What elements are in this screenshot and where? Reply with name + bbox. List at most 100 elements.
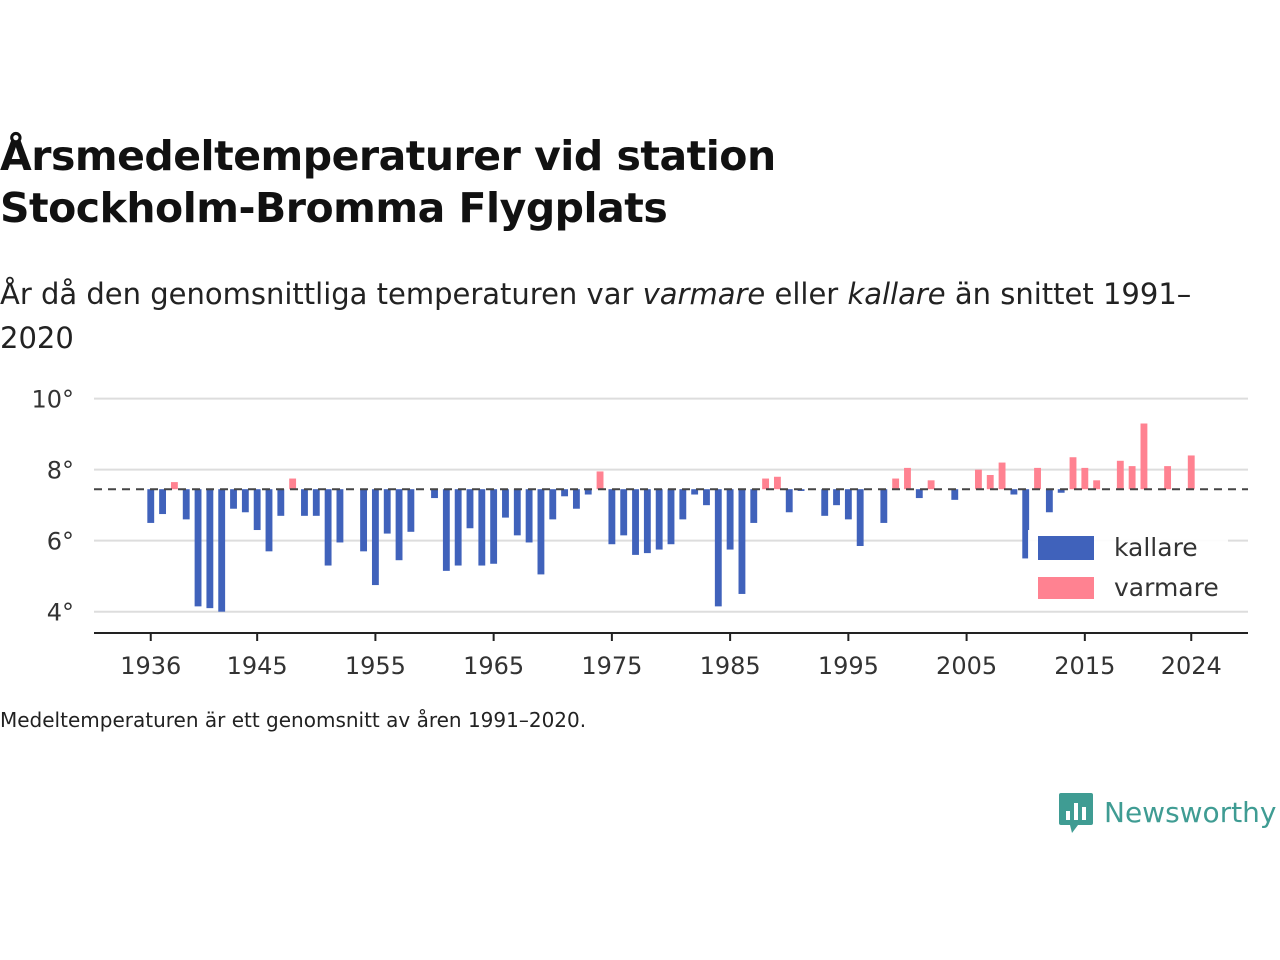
subtitle-text-middle: eller <box>765 277 848 311</box>
bar-kallare <box>655 489 663 550</box>
legend-swatch-varmare <box>1038 577 1094 599</box>
bar-varmare <box>1116 460 1124 490</box>
bar-kallare <box>466 489 474 529</box>
footnote: Medeltemperaturen är ett genomsnitt av å… <box>0 708 587 732</box>
bar-kallare <box>785 489 793 513</box>
bar-kallare <box>395 489 403 561</box>
bar-kallare <box>253 489 261 531</box>
bar-varmare <box>1093 480 1101 490</box>
bar-varmare <box>904 467 911 490</box>
y-tick-label: 10° <box>31 386 74 414</box>
legend: kallare varmare <box>1028 530 1228 610</box>
bar-kallare <box>336 489 344 543</box>
subtitle-text-end: än snittet 1991–2020 <box>0 277 1192 355</box>
bar-kallare <box>147 489 155 523</box>
bar-kallare <box>714 489 722 607</box>
bar-kallare <box>951 489 959 500</box>
axes: 4° 6° 8° 10° 1936 1945 1955 1965 1975 1985 1995 200… <box>31 386 1248 680</box>
bar-kallare <box>703 489 710 506</box>
bar-varmare <box>1140 423 1148 490</box>
bar-kallare <box>632 489 639 555</box>
bar-varmare <box>986 474 994 490</box>
bar-kallare <box>1010 489 1018 495</box>
newsworthy-logo-text: Newsworthy <box>1104 795 1277 829</box>
bar-varmare <box>1081 467 1089 490</box>
x-tick-label: 2024 <box>1161 652 1222 680</box>
bar-varmare <box>170 482 178 490</box>
newsworthy-logo[interactable]: Newsworthy <box>1058 788 1277 836</box>
bar-varmare <box>892 478 900 490</box>
bar-kallare <box>265 489 273 552</box>
bar-varmare <box>1069 457 1077 490</box>
bar-kallare <box>230 489 237 509</box>
bar-kallare <box>1057 489 1065 493</box>
subtitle-text-start: År då den genomsnittliga temperaturen va… <box>0 277 643 311</box>
bar-kallare <box>561 489 569 497</box>
bar-kallare <box>301 489 308 516</box>
x-tick-label: 1975 <box>581 652 642 680</box>
bar-varmare <box>773 476 781 490</box>
bar-kallare <box>679 489 687 520</box>
bar-kallare <box>206 489 214 609</box>
bar-kallare <box>478 489 486 566</box>
x-tick-label: 1995 <box>818 652 879 680</box>
bar-kallare <box>360 489 368 552</box>
subtitle-cold-word: kallare <box>847 277 946 311</box>
bar-kallare <box>880 489 888 523</box>
y-tick-label: 8° <box>47 457 74 485</box>
bar-kallare <box>738 489 746 594</box>
bar-kallare <box>1045 489 1053 513</box>
bar-kallare <box>218 489 226 612</box>
bar-kallare <box>750 489 758 523</box>
bar-kallare <box>608 489 616 545</box>
temperature-bar-chart: 4° 6° 8° 10° 1936 1945 1955 1965 1975 1985 1995 200… <box>31 386 1248 680</box>
bar-kallare <box>572 489 580 509</box>
bar-kallare <box>194 489 202 607</box>
bar-kallare <box>667 489 675 545</box>
x-tick-label: 1936 <box>120 652 181 680</box>
newsworthy-logo-icon <box>1059 793 1093 833</box>
bar-kallare <box>620 489 628 536</box>
bar-varmare <box>1164 466 1172 490</box>
bar-kallare <box>241 489 249 513</box>
bar-kallare <box>513 489 521 536</box>
bar-kallare <box>844 489 852 520</box>
bar-kallare <box>691 489 699 495</box>
x-tick-label: 1955 <box>345 652 406 680</box>
bar-kallare <box>324 489 332 566</box>
bar-kallare <box>182 489 190 520</box>
bar-kallare <box>383 489 391 534</box>
chart-subtitle: År då den genomsnittliga temperaturen va… <box>0 272 1240 360</box>
bar-kallare <box>821 489 829 516</box>
bar-kallare <box>454 489 462 566</box>
bars <box>147 423 1195 612</box>
bar-kallare <box>502 489 509 518</box>
bar-kallare <box>525 489 533 543</box>
bar-varmare <box>998 462 1006 490</box>
bar-kallare <box>856 489 864 547</box>
bar-kallare <box>1022 489 1030 559</box>
bar-varmare <box>1034 467 1041 490</box>
x-tick-label: 2005 <box>936 652 997 680</box>
chart-title: Årsmedeltemperaturer vid station Stockho… <box>0 132 776 232</box>
bar-kallare <box>312 489 320 516</box>
y-tick-label: 4° <box>47 599 74 627</box>
bar-kallare <box>915 489 923 499</box>
bar-kallare <box>584 489 592 495</box>
legend-label-varmare: varmare <box>1114 573 1219 602</box>
bar-kallare <box>277 489 285 516</box>
bar-varmare <box>1128 466 1136 490</box>
x-tick-label: 1945 <box>227 652 288 680</box>
legend-label-kallare: kallare <box>1114 533 1198 562</box>
bar-kallare <box>833 489 840 506</box>
bar-varmare <box>1187 455 1195 490</box>
bar-varmare <box>927 480 935 490</box>
bar-varmare <box>974 469 982 490</box>
y-tick-label: 6° <box>47 528 74 556</box>
bar-varmare <box>289 478 297 490</box>
x-tick-label: 2015 <box>1054 652 1115 680</box>
bar-kallare <box>407 489 415 532</box>
x-tick-label: 1985 <box>700 652 761 680</box>
bar-kallare <box>537 489 545 575</box>
bar-varmare <box>596 471 604 490</box>
